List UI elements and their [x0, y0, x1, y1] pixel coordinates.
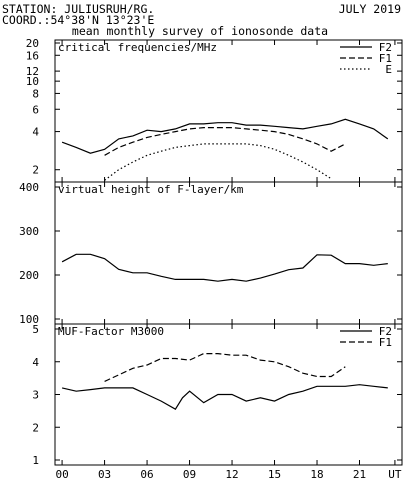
y-tick-label: 4	[32, 356, 39, 369]
x-tick-label: 03	[98, 468, 111, 480]
x-tick-label: UT	[388, 468, 402, 480]
y-tick-label: 5	[32, 323, 39, 336]
x-tick-label: 21	[353, 468, 366, 480]
coordinates-label: COORD.:54°38'N 13°23'E	[2, 13, 154, 27]
y-tick-label: 6	[32, 103, 39, 116]
y-tick-label: 1	[32, 454, 39, 467]
y-tick-label: 12	[26, 65, 39, 78]
series-line-e	[104, 143, 332, 181]
legend-label-f1: F1	[379, 52, 392, 65]
x-axis-labels: 00 03 06 09 12 15 18 21 UT	[55, 468, 401, 480]
muf-factor-series	[61, 353, 388, 411]
y-tick-label: 8	[32, 87, 39, 100]
virtual-height-title: virtual height of F-layer/km	[58, 183, 244, 196]
legend-label-f2: F2	[379, 41, 392, 54]
virtual-height-panel: virtual height of F-layer/km 100 200 300 40…	[19, 181, 403, 326]
x-tick-label: 15	[268, 468, 281, 480]
muf-factor-ticks: 1 2 3 4 5	[32, 323, 402, 467]
series-line-f2	[61, 118, 389, 154]
y-tick-label: 10	[26, 75, 39, 88]
y-tick-label: 2	[32, 421, 39, 434]
x-tick-label: 18	[310, 468, 323, 480]
legend-label-f1: F1	[379, 336, 392, 349]
y-tick-label: 100	[19, 313, 39, 326]
x-tick-label: 00	[55, 468, 68, 480]
station-label: STATION: JULIUSRUH/RG.	[2, 2, 154, 16]
x-tick-label: 12	[225, 468, 238, 480]
x-tick-label: 06	[140, 468, 153, 480]
y-tick-label: 16	[26, 49, 39, 62]
series-line-hmf2	[61, 253, 388, 282]
virtual-height-series	[61, 253, 388, 282]
y-tick-label: 20	[26, 37, 39, 50]
virtual-height-ticks: 100 200 300 400	[19, 181, 402, 326]
muf-factor-title: MUF-Factor M3000	[58, 325, 164, 338]
critical-frequencies-title: critical frequencies/MHz	[58, 41, 217, 54]
y-tick-label: 2	[32, 164, 39, 177]
y-tick-label: 200	[19, 269, 39, 282]
figure-subtitle: mean monthly survey of ionosonde data	[72, 24, 328, 38]
critical-frequencies-frame	[54, 39, 403, 183]
date-label: JULY 2019	[339, 2, 401, 16]
header: STATION: JULIUSRUH/RG. JULY 2019 COORD.:…	[2, 2, 401, 38]
virtual-height-frame	[54, 181, 403, 325]
series-line-f2	[61, 384, 388, 411]
series-line-f1	[104, 126, 346, 156]
legend-label-f2: F2	[379, 325, 392, 338]
y-tick-label: 300	[19, 225, 39, 238]
y-tick-label: 3	[32, 389, 39, 402]
legend-label-e: E	[385, 63, 392, 76]
critical-frequencies-series	[61, 118, 389, 181]
y-tick-label: 4	[32, 126, 39, 139]
x-tick-label: 09	[183, 468, 196, 480]
series-line-f1	[104, 353, 346, 382]
y-tick-label: 400	[19, 181, 39, 194]
